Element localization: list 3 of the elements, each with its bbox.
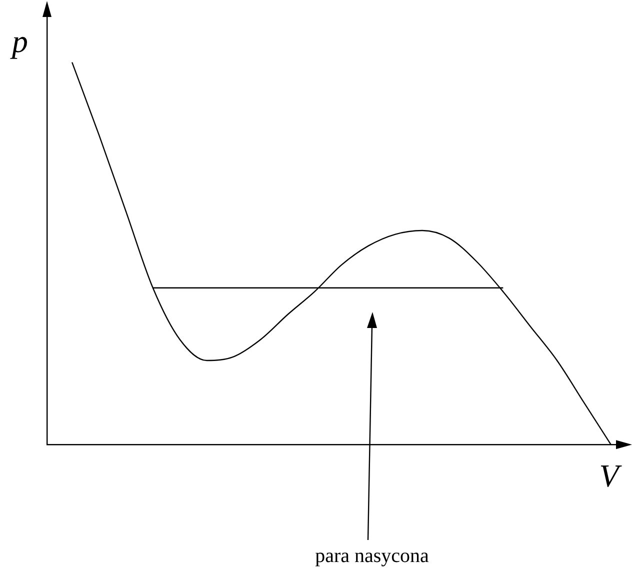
text: para nasycona — [315, 545, 430, 567]
x-axis-title: V — [599, 458, 622, 494]
y-axis-title: p — [10, 23, 28, 59]
